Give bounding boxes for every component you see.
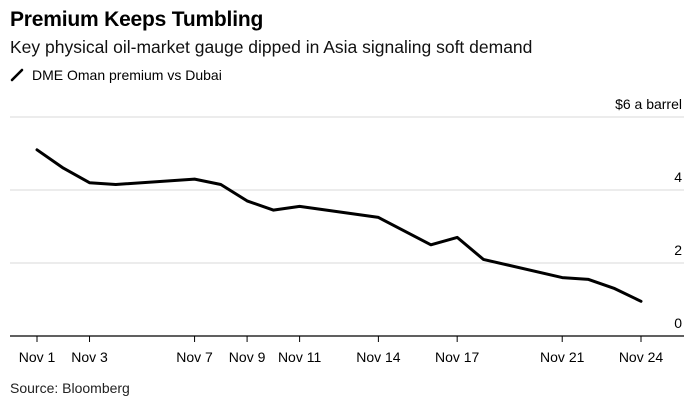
data-point bbox=[62, 166, 65, 170]
data-point bbox=[561, 276, 564, 279]
legend-label: DME Oman premium vs Dubai bbox=[32, 67, 222, 83]
data-point bbox=[219, 183, 223, 186]
y-tick-label: 2 bbox=[674, 242, 682, 258]
data-point bbox=[298, 205, 301, 208]
data-point bbox=[455, 236, 459, 239]
chart-subtitle: Key physical oil-market gauge dipped in … bbox=[10, 37, 533, 57]
x-tick-label: Nov 9 bbox=[229, 349, 266, 365]
x-tick-label: Nov 14 bbox=[356, 349, 401, 365]
x-tick-label: Nov 7 bbox=[176, 349, 213, 365]
data-point bbox=[245, 199, 249, 203]
data-point bbox=[639, 300, 643, 303]
data-point bbox=[114, 183, 117, 186]
y-tick-label: 4 bbox=[674, 169, 682, 185]
data-point bbox=[587, 278, 590, 281]
data-point bbox=[88, 181, 91, 184]
x-tick-label: Nov 1 bbox=[19, 349, 56, 365]
y-tick-label: 0 bbox=[674, 315, 682, 331]
series-line bbox=[35, 148, 643, 303]
data-point bbox=[482, 258, 485, 261]
x-tick-label: Nov 3 bbox=[71, 349, 108, 365]
data-point bbox=[272, 208, 275, 212]
data-point bbox=[429, 243, 433, 246]
data-point bbox=[193, 177, 196, 181]
source-note: Source: Bloomberg bbox=[10, 380, 130, 396]
data-point bbox=[35, 148, 39, 152]
data-point bbox=[613, 287, 616, 290]
y-tick-label: $6 a barrel bbox=[615, 96, 682, 112]
data-point bbox=[377, 216, 380, 219]
legend: DME Oman premium vs Dubai bbox=[10, 66, 222, 84]
x-tick-label: Nov 11 bbox=[278, 349, 322, 365]
x-tick-label: Nov 21 bbox=[540, 349, 585, 365]
x-tick-label: Nov 17 bbox=[435, 349, 480, 365]
x-tick-label: Nov 24 bbox=[619, 349, 664, 365]
legend-line-icon bbox=[10, 68, 24, 82]
chart-title: Premium Keeps Tumbling bbox=[10, 8, 264, 31]
